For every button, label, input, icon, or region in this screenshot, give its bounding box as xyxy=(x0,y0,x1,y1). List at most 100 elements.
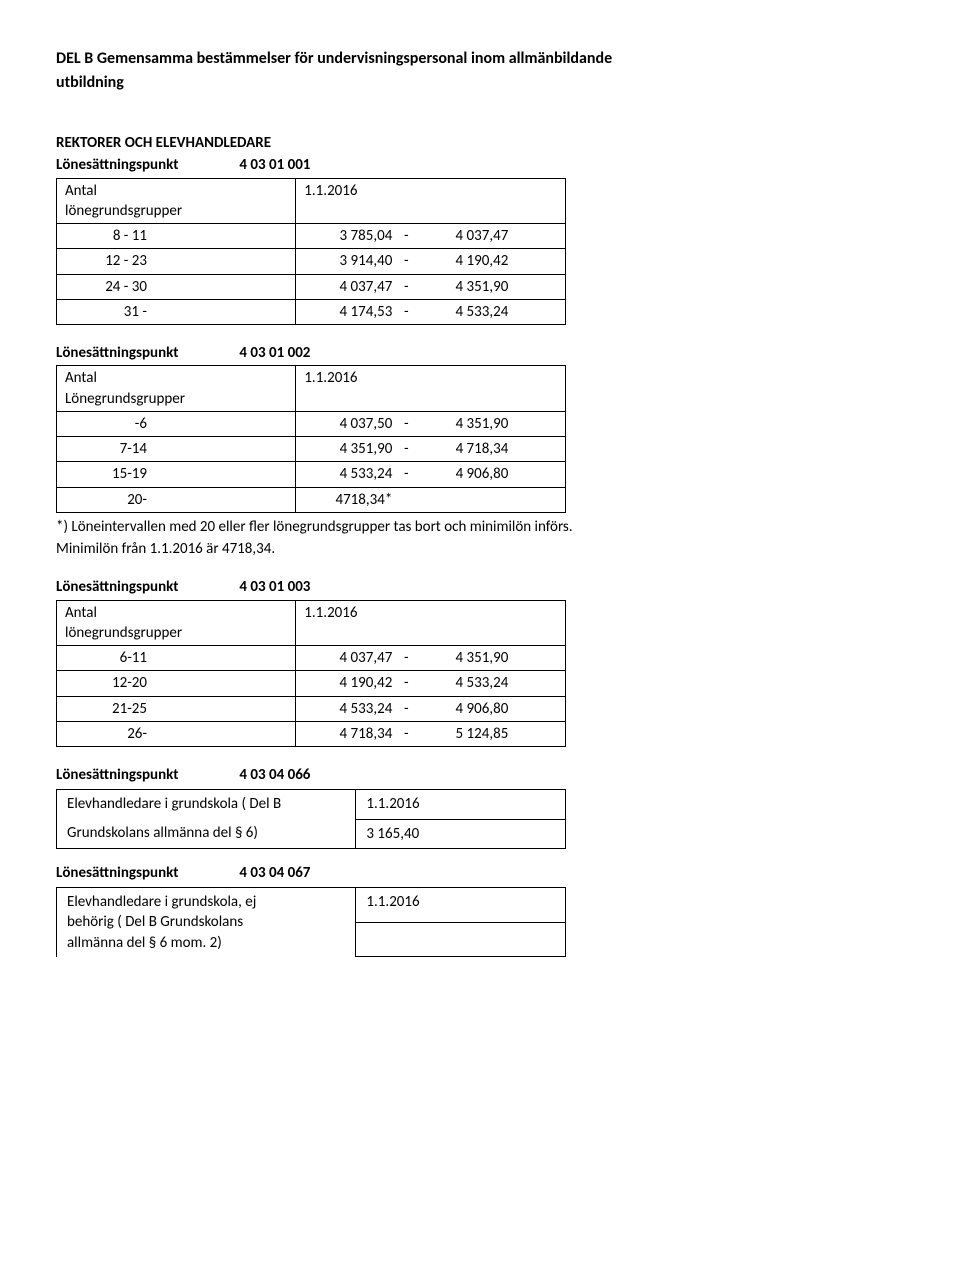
desc-line: Elevhandledare i grundskola, ej xyxy=(67,892,345,912)
kv-066-desc2: Grundskolans allmänna del § 6) xyxy=(57,819,356,848)
table-066: Elevhandledare i grundskola ( Del B 1.1.… xyxy=(56,789,566,849)
hdr-left-2: lönegrundsgrupper xyxy=(65,201,285,221)
table-row: 12 - 23 xyxy=(57,249,296,274)
val1: 3 785,04 xyxy=(304,226,392,246)
table-002-header-left: Antal Lönegrundsgrupper xyxy=(57,366,296,412)
lsp-label: Lönesättningspunkt xyxy=(56,155,236,175)
table-row-val: 3 914,40-4 190,42 xyxy=(296,249,566,274)
table-row: 26- xyxy=(57,721,296,746)
table-row: 21-25 xyxy=(57,696,296,721)
lsp-002-line: Lönesättningspunkt 4 03 01 002 xyxy=(56,343,904,363)
val2: 4 351,90 xyxy=(420,277,508,297)
kv-067-desc: Elevhandledare i grundskola, ej behörig … xyxy=(57,888,356,957)
table-row: 12-20 xyxy=(57,671,296,696)
table-row-val: 4 174,53-4 533,24 xyxy=(296,299,566,324)
val2: 4 533,24 xyxy=(420,302,508,322)
range: 12-20 xyxy=(65,673,147,693)
range: 6-11 xyxy=(65,648,147,668)
kv-066-value: 3 165,40 xyxy=(356,819,566,848)
section-heading-rektorer: REKTORER OCH ELEVHANDLEDARE xyxy=(56,133,904,153)
dash: - xyxy=(392,673,420,693)
lsp-001-line: Lönesättningspunkt 4 03 01 001 xyxy=(56,155,904,175)
range: 31 - xyxy=(65,302,147,322)
lsp-066-code: 4 03 04 066 xyxy=(239,766,310,784)
table-row-val: 4 037,47-4 351,90 xyxy=(296,646,566,671)
val2 xyxy=(420,490,508,510)
kv-067-empty xyxy=(356,922,566,957)
val2: 4 906,80 xyxy=(420,464,508,484)
dash: - xyxy=(392,302,420,322)
val1: 4 533,24 xyxy=(304,464,392,484)
table-row: 20- xyxy=(57,487,296,512)
table-row-val: 4 037,50-4 351,90 xyxy=(296,411,566,436)
val2: 4 351,90 xyxy=(420,648,508,668)
page-title-line2: utbildning xyxy=(56,72,904,94)
desc-line: Grundskolans allmänna del § 6) xyxy=(67,823,345,843)
hdr-left-1: Antal xyxy=(65,181,285,201)
val2: 4 351,90 xyxy=(420,414,508,434)
val2: 4 190,42 xyxy=(420,251,508,271)
lsp-003-code: 4 03 01 003 xyxy=(239,578,310,596)
dash xyxy=(392,490,420,510)
lsp-067-code: 4 03 04 067 xyxy=(239,864,310,882)
val1: 4 718,34 xyxy=(304,724,392,744)
dash: - xyxy=(392,724,420,744)
lsp-001-code: 4 03 01 001 xyxy=(239,156,310,174)
table-row-val: 3 785,04-4 037,47 xyxy=(296,224,566,249)
table-row-val: 4 190,42-4 533,24 xyxy=(296,671,566,696)
val2: 4 037,47 xyxy=(420,226,508,246)
dash: - xyxy=(392,464,420,484)
dash: - xyxy=(392,699,420,719)
table-003-header-right: 1.1.2016 xyxy=(296,600,566,646)
table-002-note2: Minimilön från 1.1.2016 är 4718,34. xyxy=(56,539,904,559)
val1: 4 190,42 xyxy=(304,673,392,693)
table-row-val: 4 533,24-4 906,80 xyxy=(296,696,566,721)
desc-line: Elevhandledare i grundskola ( Del B xyxy=(67,794,345,814)
table-row-val: 4 533,24-4 906,80 xyxy=(296,462,566,487)
dash: - xyxy=(392,226,420,246)
table-001: Antal lönegrundsgrupper 1.1.2016 8 - 11 3… xyxy=(56,178,566,326)
lsp-label: Lönesättningspunkt xyxy=(56,863,236,883)
hdr-left-2: Lönegrundsgrupper xyxy=(65,389,285,409)
lsp-label: Lönesättningspunkt xyxy=(56,343,236,363)
table-row-val: 4718,34* xyxy=(296,487,566,512)
val1: 4 533,24 xyxy=(304,699,392,719)
val1: 4 174,53 xyxy=(304,302,392,322)
kv-066-date: 1.1.2016 xyxy=(356,790,566,819)
val1: 4 037,47 xyxy=(304,648,392,668)
table-row: 8 - 11 xyxy=(57,224,296,249)
val1: 4 037,47 xyxy=(304,277,392,297)
lsp-003-line: Lönesättningspunkt 4 03 01 003 xyxy=(56,577,904,597)
dash: - xyxy=(392,648,420,668)
hdr-left-1: Antal xyxy=(65,603,285,623)
table-row-val: 4 037,47-4 351,90 xyxy=(296,274,566,299)
range: 8 - 11 xyxy=(65,226,147,246)
table-row: 6-11 xyxy=(57,646,296,671)
lsp-002-code: 4 03 01 002 xyxy=(239,344,310,362)
dash: - xyxy=(392,439,420,459)
table-001-header-right: 1.1.2016 xyxy=(296,178,566,224)
hdr-left-1: Antal xyxy=(65,368,285,388)
table-003: Antal lönegrundsgrupper 1.1.2016 6-11 4 0… xyxy=(56,600,566,748)
table-003-header-left: Antal lönegrundsgrupper xyxy=(57,600,296,646)
lsp-067-line: Lönesättningspunkt 4 03 04 067 xyxy=(56,863,904,883)
desc-line: allmänna del § 6 mom. 2) xyxy=(67,933,345,953)
lsp-label: Lönesättningspunkt xyxy=(56,765,236,785)
lsp-label: Lönesättningspunkt xyxy=(56,577,236,597)
lsp-066-line: Lönesättningspunkt 4 03 04 066 xyxy=(56,765,904,785)
range: 26- xyxy=(65,724,147,744)
table-row: 15-19 xyxy=(57,462,296,487)
table-002-note1: *) Löneintervallen med 20 eller fler lön… xyxy=(56,517,904,537)
val1: 4718,34* xyxy=(304,490,392,510)
kv-066-desc1: Elevhandledare i grundskola ( Del B xyxy=(57,790,356,819)
table-067: Elevhandledare i grundskola, ej behörig … xyxy=(56,887,566,957)
val2: 4 906,80 xyxy=(420,699,508,719)
val2: 4 718,34 xyxy=(420,439,508,459)
table-row: 7-14 xyxy=(57,437,296,462)
dash: - xyxy=(392,251,420,271)
table-row: 24 - 30 xyxy=(57,274,296,299)
dash: - xyxy=(392,277,420,297)
range: 7-14 xyxy=(65,439,147,459)
table-002-header-right: 1.1.2016 xyxy=(296,366,566,412)
table-row: -6 xyxy=(57,411,296,436)
